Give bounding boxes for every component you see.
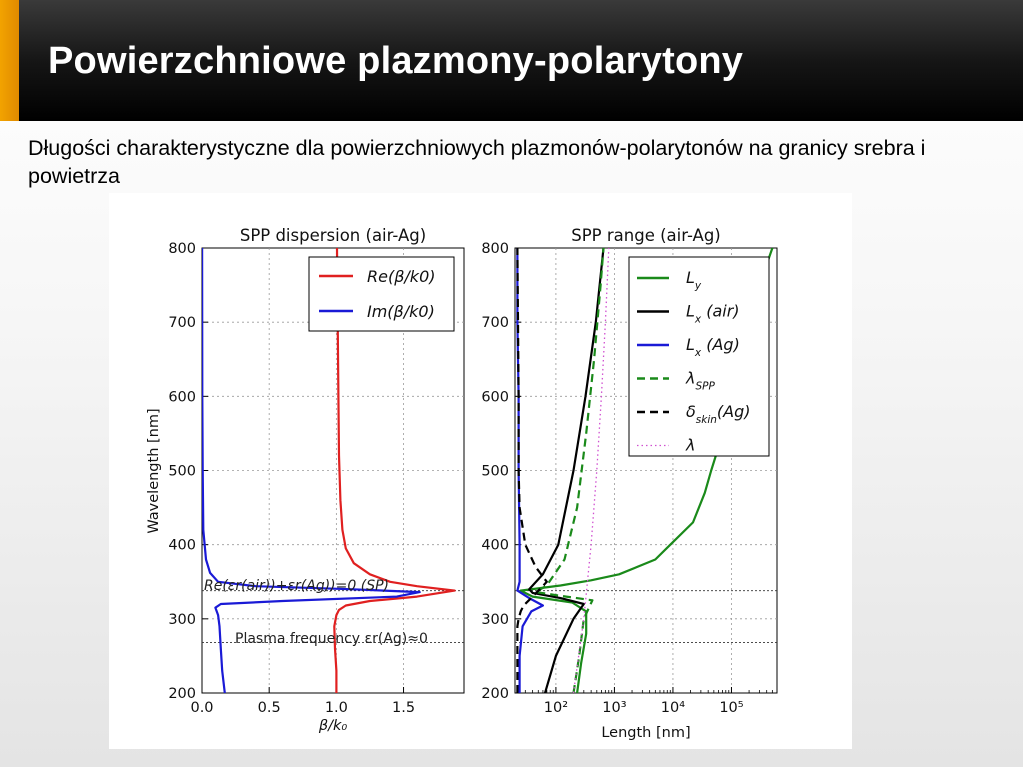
range-chart-title: SPP range (air-Ag) [571, 226, 721, 245]
dispersion-chart-title: SPP dispersion (air-Ag) [240, 226, 426, 245]
dispersion-chart: 0.0 0.5 1.0 1.5 200 300 400 500 600 700 800 [168, 241, 464, 716]
title-bar [0, 0, 1023, 121]
range-x-tick-label: 10³ [602, 700, 626, 716]
range-x-tick-label: 10² [544, 700, 568, 716]
range-series-line [516, 248, 548, 693]
dispersion-legend: Re(β/k0) Im(β/k0) [308, 256, 455, 332]
range-legend-label: λSPP [685, 369, 715, 393]
range-legend-box [628, 256, 770, 457]
dispersion-y-tick-label: 200 [168, 686, 196, 702]
range-y-tick-label: 700 [481, 315, 509, 331]
dispersion-y-tick-label: 500 [168, 464, 196, 480]
legend-label-re: Re(β/k0) [367, 267, 436, 286]
dispersion-x-tick-label: 1.0 [325, 700, 348, 716]
dispersion-legend-box [308, 256, 455, 332]
plasma-frequency-annotation: Plasma frequency εr(Ag)≈0 [235, 631, 428, 647]
dispersion-y-tick-label: 400 [168, 538, 196, 554]
dispersion-x-tick-label: 0.0 [190, 700, 213, 716]
range-legend-label: δskin(Ag) [686, 402, 751, 426]
range-series-line [528, 248, 605, 693]
range-legend-label: Lx (Ag) [686, 335, 740, 359]
range-legend-label: Lx (air) [686, 302, 740, 326]
slide-subtitle: Długości charakterystyczne dla powierzch… [28, 136, 926, 188]
range-y-tick-label: 800 [481, 241, 509, 257]
range-y-tick-label: 600 [481, 389, 509, 405]
sp-annotation: Re(εr(air))+εr(Ag))=0 (SP) [204, 578, 389, 594]
dispersion-series-line [202, 248, 421, 693]
range-y-tick-label: 300 [481, 612, 509, 628]
range-legend-label: Ly [686, 268, 702, 292]
dispersion-y-tick-label: 600 [168, 389, 196, 405]
slide-title: Powierzchniowe plazmony-polarytony [48, 40, 744, 82]
range-x-tick-label: 10⁵ [719, 700, 743, 716]
legend-label-im: Im(β/k0) [367, 302, 435, 321]
dispersion-series-line [333, 248, 456, 693]
title-accent-bar [0, 0, 19, 121]
range-x-tick-label: 10⁴ [661, 700, 685, 716]
range-y-tick-label: 400 [481, 538, 509, 554]
dispersion-y-tick-label: 800 [168, 241, 196, 257]
figure-svg: SPP dispersion (air-Ag) SPP range (air-A… [146, 226, 778, 741]
range-legend-label: λ [685, 436, 695, 455]
dispersion-y-tick-label: 700 [168, 315, 196, 331]
dispersion-x-tick-label: 1.5 [392, 700, 415, 716]
dispersion-y-axis-label: Wavelength [nm] [146, 408, 162, 533]
figure: SPP dispersion (air-Ag) SPP range (air-A… [109, 193, 852, 749]
dispersion-x-axis-label: β/k₀ [318, 718, 348, 734]
range-y-tick-label: 500 [481, 464, 509, 480]
range-x-axis-label: Length [nm] [601, 725, 690, 741]
range-y-tick-label: 200 [481, 686, 509, 702]
dispersion-x-tick-label: 0.5 [258, 700, 281, 716]
dispersion-y-tick-label: 300 [168, 612, 196, 628]
range-legend: Ly Lx (air) Lx (Ag) λSPP δskin(Ag) λ [628, 256, 770, 457]
